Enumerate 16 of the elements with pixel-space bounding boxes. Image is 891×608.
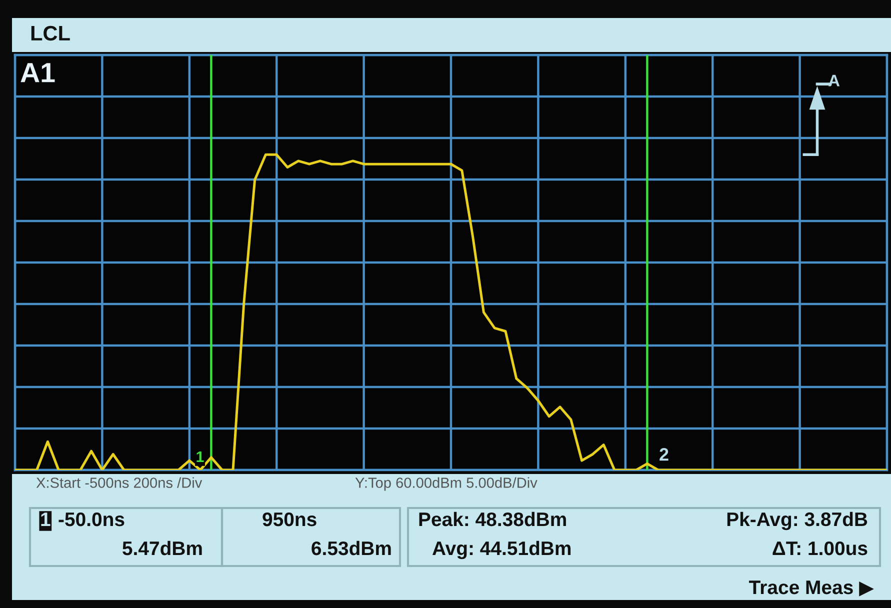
text: 6.53dBm bbox=[312, 540, 391, 556]
annotation: 2 bbox=[660, 448, 668, 461]
text: Peak: 48.38dBm bbox=[419, 512, 566, 526]
text: Avg: 44.51dBm bbox=[432, 540, 571, 560]
text: -50.0ns bbox=[58, 512, 124, 526]
text: A1 bbox=[20, 63, 55, 82]
text: 5.47dBm bbox=[122, 540, 202, 556]
chart-title: LCL bbox=[31, 26, 70, 41]
text: ΔT: 1.00us bbox=[772, 541, 868, 556]
text: 1 bbox=[41, 512, 50, 526]
text: Trace Meas ▶ bbox=[749, 580, 874, 596]
text: Y:Top 60.00dBm 5.00dB/Div bbox=[355, 477, 538, 491]
text: Pk-Avg: 3.87dB bbox=[727, 512, 868, 530]
text: 950ns bbox=[262, 512, 316, 526]
text: X:Start -500ns 200ns /Div bbox=[36, 477, 202, 488]
annotation: 1 bbox=[196, 451, 204, 462]
